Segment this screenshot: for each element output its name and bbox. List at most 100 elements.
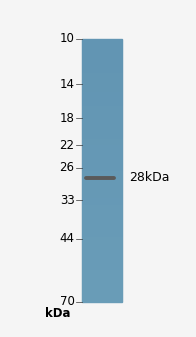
Bar bbox=[82, 136, 122, 137]
Bar bbox=[82, 131, 122, 132]
Bar bbox=[82, 274, 122, 275]
Bar bbox=[82, 177, 122, 178]
Bar bbox=[82, 271, 122, 272]
Bar bbox=[82, 106, 122, 107]
Bar bbox=[82, 262, 122, 263]
Bar bbox=[82, 87, 122, 88]
Bar bbox=[82, 113, 122, 114]
Bar bbox=[82, 222, 122, 223]
Bar bbox=[82, 118, 122, 119]
Bar bbox=[82, 288, 122, 289]
Bar bbox=[82, 285, 122, 286]
Bar bbox=[82, 189, 122, 190]
Text: 26: 26 bbox=[59, 161, 74, 174]
Bar bbox=[82, 275, 122, 276]
Bar bbox=[82, 201, 122, 202]
Bar bbox=[82, 184, 122, 185]
Bar bbox=[82, 245, 122, 246]
Bar bbox=[82, 63, 122, 64]
Bar bbox=[82, 68, 122, 69]
Bar bbox=[82, 292, 122, 293]
Bar bbox=[82, 41, 122, 42]
Bar bbox=[82, 216, 122, 217]
Bar bbox=[82, 134, 122, 135]
Bar bbox=[82, 39, 122, 40]
Bar bbox=[82, 145, 122, 146]
Bar bbox=[82, 212, 122, 213]
Bar bbox=[82, 67, 122, 68]
Bar bbox=[82, 282, 122, 283]
Bar bbox=[82, 160, 122, 161]
Bar bbox=[82, 272, 122, 273]
Bar bbox=[82, 91, 122, 92]
Bar bbox=[82, 51, 122, 52]
Bar bbox=[82, 287, 122, 288]
Bar bbox=[82, 88, 122, 89]
Bar bbox=[82, 162, 122, 163]
Bar bbox=[82, 300, 122, 301]
Bar bbox=[82, 183, 122, 184]
Bar bbox=[82, 169, 122, 170]
Bar bbox=[82, 251, 122, 252]
Bar bbox=[82, 121, 122, 122]
Bar bbox=[82, 238, 122, 239]
Bar bbox=[82, 124, 122, 125]
Bar bbox=[82, 269, 122, 270]
Bar bbox=[82, 223, 122, 224]
Bar bbox=[82, 127, 122, 128]
Bar bbox=[82, 152, 122, 153]
Bar bbox=[82, 167, 122, 168]
Bar bbox=[82, 294, 122, 295]
Bar bbox=[82, 265, 122, 266]
Bar bbox=[82, 119, 122, 120]
Bar bbox=[82, 75, 122, 76]
Bar bbox=[82, 129, 122, 130]
Bar bbox=[82, 57, 122, 58]
Bar bbox=[82, 273, 122, 274]
Bar bbox=[82, 208, 122, 209]
Bar bbox=[82, 178, 122, 179]
Bar bbox=[82, 246, 122, 247]
Bar bbox=[82, 250, 122, 251]
Bar bbox=[82, 76, 122, 77]
Bar bbox=[82, 81, 122, 82]
Bar bbox=[82, 179, 122, 180]
Bar bbox=[82, 290, 122, 291]
Bar bbox=[82, 103, 122, 104]
Bar bbox=[82, 149, 122, 150]
Bar bbox=[82, 213, 122, 214]
Bar bbox=[82, 102, 122, 103]
Bar bbox=[82, 225, 122, 226]
Bar bbox=[82, 210, 122, 211]
Bar bbox=[82, 237, 122, 238]
Bar bbox=[82, 232, 122, 233]
Bar bbox=[82, 182, 122, 183]
Bar bbox=[82, 62, 122, 63]
Bar bbox=[82, 176, 122, 177]
Bar bbox=[82, 96, 122, 97]
Text: 28kDa: 28kDa bbox=[129, 171, 170, 184]
Bar bbox=[82, 139, 122, 140]
Bar bbox=[82, 185, 122, 186]
Bar bbox=[82, 128, 122, 129]
Bar bbox=[82, 101, 122, 102]
Bar bbox=[82, 112, 122, 113]
Bar bbox=[82, 235, 122, 236]
Bar bbox=[82, 107, 122, 108]
Bar bbox=[82, 44, 122, 45]
Bar bbox=[82, 138, 122, 139]
Bar bbox=[82, 64, 122, 65]
Bar bbox=[82, 126, 122, 127]
Bar bbox=[82, 220, 122, 221]
Bar bbox=[82, 161, 122, 162]
Bar bbox=[82, 89, 122, 90]
Bar bbox=[82, 137, 122, 138]
Bar bbox=[82, 163, 122, 164]
Text: 44: 44 bbox=[59, 233, 74, 245]
Bar bbox=[82, 295, 122, 296]
Bar bbox=[82, 99, 122, 100]
Bar bbox=[82, 45, 122, 46]
Bar bbox=[82, 281, 122, 282]
Bar bbox=[82, 289, 122, 290]
Bar bbox=[82, 80, 122, 81]
